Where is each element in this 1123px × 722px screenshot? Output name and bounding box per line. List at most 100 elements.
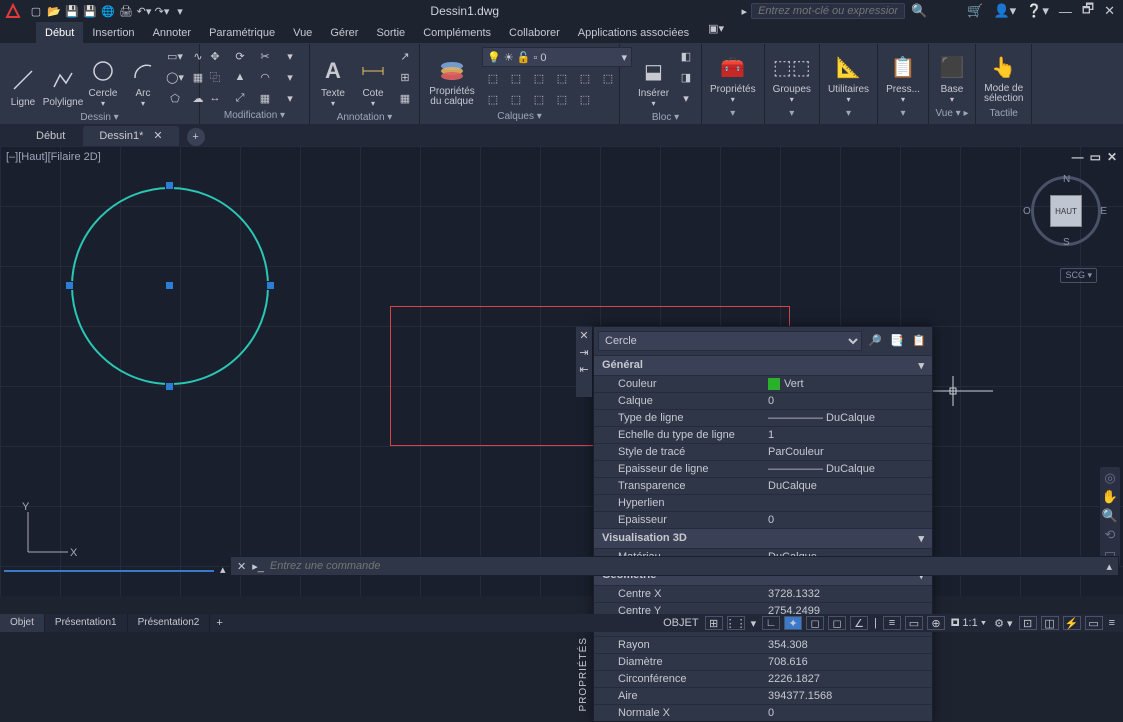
props-row[interactable]: Type de ligne――――― DuCalque [594, 409, 932, 426]
ribbon-tab[interactable]: Collaborer [500, 22, 569, 44]
table-icon[interactable]: ⊞ [394, 67, 416, 87]
view-max-icon[interactable]: ▭ [1090, 150, 1101, 164]
nav-orbit-icon[interactable]: ⟲ [1100, 527, 1120, 543]
status-gear-icon[interactable]: ⚙ ▾ [992, 617, 1014, 630]
sm[interactable]: ▾ [279, 88, 301, 108]
stretch-icon[interactable]: ↔ [204, 88, 226, 108]
btn-groupes[interactable]: ⬚⬚Groupes▾ [769, 46, 815, 106]
ribbon-tab[interactable]: Vue [284, 22, 321, 44]
status-sc-icon[interactable]: ⊕ [927, 616, 945, 630]
panel-label[interactable]: Calques ▾ [424, 109, 615, 125]
doc-tab[interactable]: Dessin1*✕ [83, 126, 178, 146]
props-section-header[interactable]: Visualisation 3D▾ [594, 528, 932, 548]
help-icon[interactable]: ❔▾ [1026, 3, 1049, 19]
btn-cercle[interactable]: Cercle▾ [84, 50, 122, 110]
props-pickadd-icon[interactable]: 📑 [888, 331, 906, 349]
layout-tab[interactable]: Présentation2 [128, 614, 211, 632]
palette-menu-icon[interactable]: ⇤ [579, 363, 588, 376]
close-icon[interactable]: ✕ [1104, 3, 1115, 19]
btn-presse[interactable]: 📋Press...▾ [882, 46, 924, 106]
cmd-up-icon[interactable]: ▴ [1106, 560, 1112, 573]
scg-label[interactable]: SCG ▾ [1060, 268, 1097, 283]
status-clean-icon[interactable]: ▭ [1085, 616, 1103, 630]
leader-icon[interactable]: ↗ [394, 46, 416, 66]
qat-saveas-icon[interactable]: 💾 [82, 3, 98, 19]
sm-ellipse-icon[interactable]: ◯▾ [164, 67, 186, 87]
qat-openweb-icon[interactable]: 🌐 [100, 3, 116, 19]
status-iso-icon[interactable]: ◫ [1041, 616, 1059, 630]
table2-icon[interactable]: ▦ [394, 88, 416, 108]
ribbon-tab[interactable]: Paramétrique [200, 22, 284, 44]
palette-pin-icon[interactable]: ⇥ [579, 346, 588, 359]
grip-top[interactable] [165, 181, 174, 190]
status-objet[interactable]: OBJET [661, 617, 700, 629]
props-row[interactable]: TransparenceDuCalque [594, 477, 932, 494]
command-line[interactable]: ✕ ▸_ ▴ [230, 556, 1119, 576]
panel-label[interactable]: Modification ▾ [204, 108, 305, 124]
status-max-icon[interactable]: ⊡ [1019, 616, 1037, 630]
ribbon-tab[interactable]: Sortie [367, 22, 414, 44]
viewcube[interactable]: HAUT N S O E [1031, 176, 1101, 246]
circle-entity[interactable] [70, 186, 270, 386]
tab-close-icon[interactable]: ✕ [153, 130, 162, 142]
btn-proprietes[interactable]: 🧰Propriétés▾ [706, 46, 760, 106]
panel-label[interactable]: Dessin ▾ [4, 110, 195, 126]
btn-arc[interactable]: Arc▾ [124, 50, 162, 110]
status-tr-icon[interactable]: ▭ [905, 616, 923, 630]
cmd-input[interactable] [270, 560, 1101, 572]
doc-tab[interactable]: Début [20, 126, 81, 146]
ribbon-tab[interactable]: Insertion [83, 22, 143, 44]
props-quicksel-icon[interactable]: 🔎 [866, 331, 884, 349]
new-tab-icon[interactable]: + [187, 128, 205, 146]
status-3dosnap-icon[interactable]: ◻ [828, 616, 846, 630]
view-label[interactable]: [–][Haut][Filaire 2D] [6, 151, 101, 163]
btn-mode-selection[interactable]: 👆Mode de sélection [980, 46, 1027, 106]
props-row[interactable]: Epaisseur0 [594, 511, 932, 528]
move-icon[interactable]: ✥ [204, 46, 226, 66]
scale-icon[interactable]: ⤢ [229, 88, 251, 108]
ribbon-tab[interactable]: Début [36, 22, 83, 44]
rotate-icon[interactable]: ⟳ [229, 46, 251, 66]
btn-utilitaires[interactable]: 📐Utilitaires▾ [824, 46, 873, 106]
qat-open-icon[interactable]: 📂 [46, 3, 62, 19]
qat-more-icon[interactable]: ▾ [172, 3, 188, 19]
props-row[interactable]: Style de tracéParCouleur [594, 443, 932, 460]
props-selobj-icon[interactable]: 📋 [910, 331, 928, 349]
props-row[interactable]: Epaisseur de ligne――――― DuCalque [594, 460, 932, 477]
status-ortho-icon[interactable]: ∟ [762, 616, 780, 630]
sm[interactable]: ▾ [279, 67, 301, 87]
ribbon-fold-icon[interactable]: ▣▾ [704, 22, 728, 43]
status-more-icon[interactable]: ▾ [749, 617, 759, 630]
search-icon[interactable]: 🔍 [911, 3, 927, 19]
status-polar-icon[interactable]: ✦ [784, 616, 802, 630]
grip-right[interactable] [266, 281, 275, 290]
account-icon[interactable]: 👤▾ [993, 3, 1016, 19]
search-box[interactable] [751, 3, 905, 19]
grip-bottom[interactable] [165, 382, 174, 391]
btn-layer-props[interactable]: Propriétés du calque [424, 49, 480, 109]
btn-base[interactable]: ⬛Base▾ [933, 46, 971, 106]
minimize-icon[interactable]: — [1059, 4, 1072, 19]
status-scale[interactable]: 🞓 1:1 ▾ [949, 617, 988, 630]
grip-left[interactable] [65, 281, 74, 290]
qat-save-icon[interactable]: 💾 [64, 3, 80, 19]
props-selector[interactable]: Cercle [598, 331, 862, 351]
grip-center[interactable] [165, 281, 174, 290]
ribbon-tab[interactable]: Annoter [144, 22, 201, 44]
status-custom-icon[interactable]: ≡ [1107, 617, 1117, 629]
status-osnap-icon[interactable]: ◻ [806, 616, 824, 630]
copy-icon[interactable]: ⿻ [204, 67, 226, 87]
btn-polyligne[interactable]: Polyligne [44, 50, 82, 110]
sm[interactable]: ▾ [279, 46, 301, 66]
layer-dropdown[interactable]: 💡 ☀ 🔓 ▫ 0 ▾ [482, 47, 632, 67]
status-grid-icon[interactable]: ⊞ [705, 616, 723, 630]
view-close-icon[interactable]: ✕ [1107, 150, 1117, 164]
btn-texte[interactable]: ATexte▾ [314, 50, 352, 110]
cart-icon[interactable]: 🛒 [967, 3, 983, 19]
btn-ligne[interactable]: Ligne [4, 50, 42, 110]
props-row[interactable]: Centre X3728.1332 [594, 585, 932, 602]
btn-cote[interactable]: Cote▾ [354, 50, 392, 110]
props-row[interactable]: Aire394377.1568 [594, 687, 932, 704]
cmd-history-icon[interactable]: ▴ [220, 563, 226, 576]
nav-wheel-icon[interactable]: ◎ [1100, 470, 1120, 486]
